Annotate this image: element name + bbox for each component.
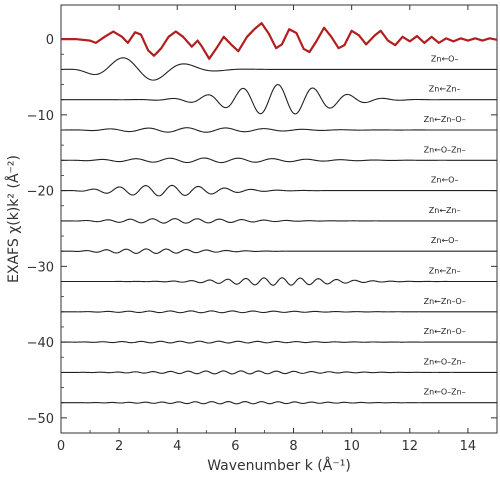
x-tick-label: 10 — [343, 439, 360, 454]
path-exafs-line — [61, 310, 497, 314]
path-label: Zn←O–Zn– — [424, 388, 466, 397]
path-exafs-line — [61, 401, 497, 405]
x-tick-label: 14 — [460, 439, 477, 454]
path-labels: Zn←O– Zn←Zn– Zn←Zn–O– Zn←O–Zn– Zn←O– Zn←Zn– Zn… — [424, 54, 466, 396]
x-tick-label: 0 — [57, 439, 65, 454]
x-tick-label: 6 — [231, 439, 239, 454]
y-tick-label: −40 — [27, 336, 54, 351]
path-exafs-line — [61, 184, 497, 197]
y-tick-label: −20 — [27, 185, 54, 200]
path-exafs-line — [61, 218, 497, 224]
path-label: Zn←Zn–O– — [424, 327, 466, 336]
path-label: Zn←O–Zn– — [424, 145, 466, 154]
path-label: Zn←Zn– — [429, 206, 461, 215]
series-group — [61, 22, 498, 405]
path-exafs-line — [61, 57, 497, 81]
total-exafs-line — [61, 22, 498, 60]
path-label: Zn←O– — [431, 176, 459, 185]
path-exafs-line — [61, 248, 497, 254]
x-tick-label: 2 — [115, 439, 123, 454]
path-exafs-line — [61, 157, 497, 164]
path-exafs-line — [61, 340, 497, 344]
axis-ticks: 0 2 4 6 8 10 12 14 0 −10 −20 −30 −40 −50 — [27, 5, 497, 454]
path-label: Zn←Zn–O– — [424, 115, 466, 124]
path-label: Zn←Zn–O– — [424, 297, 466, 306]
x-tick-label: 8 — [289, 439, 297, 454]
path-label: Zn←Zn– — [429, 266, 461, 275]
path-exafs-line — [61, 127, 497, 133]
y-axis-label: EXAFS χ(k)k² (Å⁻²) — [5, 155, 22, 283]
path-exafs-line — [61, 370, 497, 375]
path-exafs-line — [61, 84, 497, 115]
path-label: Zn←O– — [431, 54, 459, 63]
y-tick-label: −10 — [27, 109, 54, 124]
x-tick-label: 12 — [402, 439, 419, 454]
y-tick-label: −30 — [27, 260, 54, 275]
path-label: Zn←O– — [431, 236, 459, 245]
y-tick-label: −50 — [27, 412, 54, 427]
path-label: Zn←O–Zn– — [424, 357, 466, 366]
x-axis-label: Wavenumber k (Å⁻¹) — [207, 457, 351, 474]
x-tick-label: 4 — [173, 439, 181, 454]
path-exafs-line — [61, 277, 497, 286]
plot-frame — [60, 4, 498, 434]
y-tick-label: 0 — [46, 33, 54, 48]
path-label: Zn←Zn– — [429, 85, 461, 94]
